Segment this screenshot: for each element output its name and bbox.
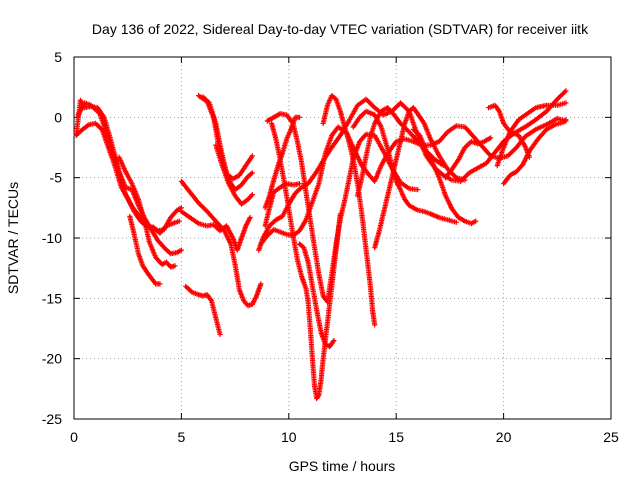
data-point-arc-25 — [526, 154, 532, 160]
y-tick-label: -5 — [50, 170, 63, 186]
data-point-arc-11 — [249, 192, 255, 198]
data-point-arc-21 — [462, 177, 468, 183]
data-points — [73, 88, 569, 402]
data-point-arc-9 — [249, 153, 255, 159]
data-point-arc-4 — [172, 263, 178, 269]
x-tick-label: 25 — [603, 429, 619, 445]
data-point-arc-3 — [176, 218, 182, 224]
data-point-arc-17 — [296, 181, 303, 187]
data-point-arc-27 — [473, 218, 479, 224]
data-point-arc-23 — [563, 100, 569, 106]
y-tick-label: -25 — [42, 411, 62, 427]
y-tick-label: -10 — [42, 230, 62, 246]
data-point-arc-16 — [337, 211, 343, 217]
x-axis-label: GPS time / hours — [289, 458, 396, 474]
data-point-arc-14 — [415, 187, 421, 193]
y-tick-label: 0 — [54, 109, 62, 125]
data-point-arc-6 — [258, 281, 264, 287]
y-tick-label: -15 — [42, 290, 62, 306]
data-point-arc-10 — [249, 170, 255, 176]
data-point-arc-1 — [178, 247, 184, 253]
x-tick-label: 20 — [496, 429, 512, 445]
chart-title: Day 136 of 2022, Sidereal Day-to-day VTE… — [92, 21, 589, 37]
data-point-arc-8 — [217, 331, 223, 338]
x-tick-label: 15 — [388, 429, 404, 445]
plot-frame — [73, 56, 612, 420]
y-axis-label: SDTVAR / TECUs — [5, 182, 21, 294]
data-point-arc-22 — [440, 163, 447, 169]
data-point-arc-12 — [563, 88, 569, 94]
data-point-arc-20 — [453, 219, 459, 225]
x-tick-label: 10 — [281, 429, 297, 445]
data-point-arc-15 — [296, 114, 303, 120]
y-tick-label: 5 — [54, 49, 62, 65]
data-point-arc-10 — [248, 171, 254, 177]
tick-labels: 0 5 10 15 20 25 -25 -20 -15 -10 -5 0 5 — [42, 49, 619, 445]
data-point-arc-26 — [488, 135, 494, 141]
x-tick-label: 5 — [178, 429, 186, 445]
data-point-arc-19 — [372, 322, 378, 328]
x-tick-label: 0 — [70, 429, 78, 445]
data-point-arc-7 — [247, 214, 253, 221]
data-point-arc-24 — [563, 117, 569, 123]
y-tick-label: -20 — [42, 351, 62, 367]
data-point-arc-18 — [331, 338, 337, 344]
data-point-arc-5 — [157, 281, 163, 287]
